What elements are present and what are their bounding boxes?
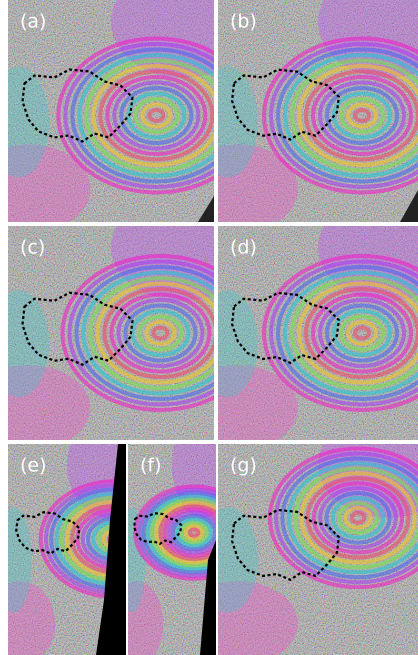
grain [8, 0, 214, 222]
panel-label: (c) [20, 237, 45, 259]
grain [218, 0, 418, 222]
panel-label: (e) [20, 455, 47, 477]
panel-label: (f) [140, 455, 162, 477]
page: (a)(b)(c)(d)(e)(f)(g) (() => { const dat… [0, 0, 418, 655]
panel-label: (b) [230, 11, 257, 33]
panel-label: (g) [230, 455, 257, 477]
interferogram-panel: (a) [0, 0, 255, 233]
panel-label: (a) [20, 11, 46, 33]
panel-label: (d) [230, 237, 257, 259]
figure: (a) (b) (c) (d) (e) (f) (g) [0, 0, 418, 655]
